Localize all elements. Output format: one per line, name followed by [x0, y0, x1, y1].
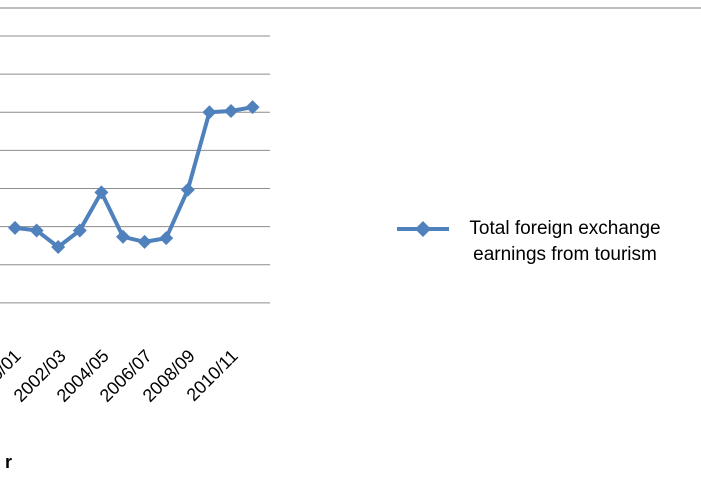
data-point-marker: [245, 100, 260, 115]
data-point-marker: [72, 223, 87, 238]
data-point-marker: [202, 105, 217, 120]
footer-fragment: r: [5, 452, 13, 472]
data-point-marker: [224, 103, 238, 118]
legend-line-marker-icon: [397, 221, 449, 237]
data-point-marker: [29, 223, 44, 238]
data-point-marker: [116, 229, 130, 244]
data-point-marker: [137, 234, 152, 249]
legend-label: Total foreign exchange earnings from tou…: [469, 218, 661, 265]
data-point-marker: [51, 239, 66, 254]
series-markers: [8, 100, 260, 254]
x-tick-label: 0/01: [0, 346, 25, 385]
data-point-marker: [8, 220, 22, 235]
legend: Total foreign exchange earnings from tou…: [395, 216, 685, 268]
data-point-marker: [180, 182, 195, 197]
series-line-total-foreign-exchange: [14, 105, 253, 249]
data-point-marker: [159, 231, 174, 246]
data-point-marker: [94, 185, 109, 200]
grid-lines: [0, 35, 270, 304]
